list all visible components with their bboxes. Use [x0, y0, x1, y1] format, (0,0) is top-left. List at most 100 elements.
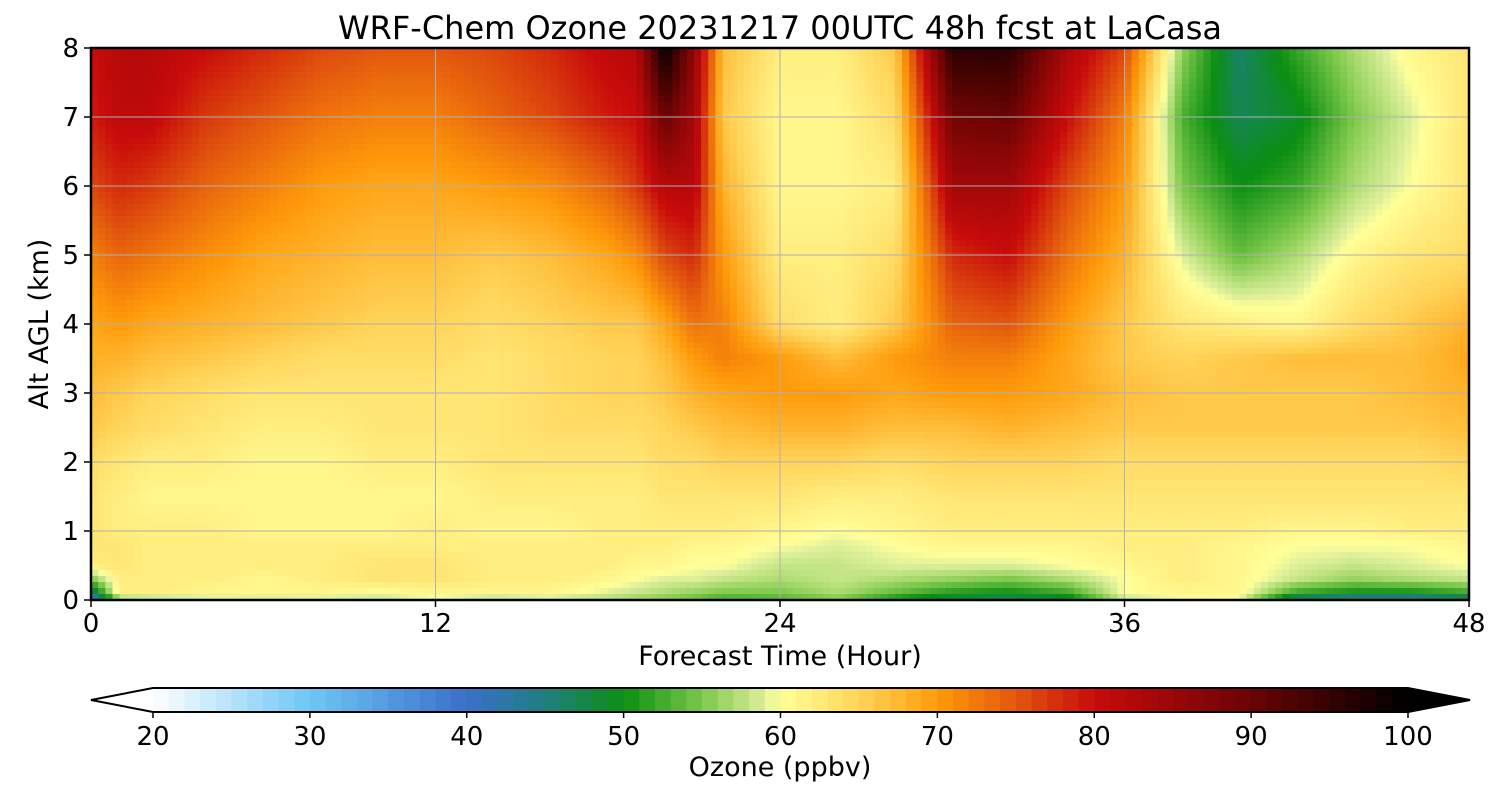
heatmap-cell: [1411, 138, 1420, 145]
heatmap-cell: [105, 102, 114, 109]
heatmap-cell: [866, 102, 874, 109]
heatmap-cell: [550, 156, 559, 163]
heatmap-cell: [1189, 66, 1197, 73]
heatmap-cell: [866, 180, 874, 187]
heatmap-cell: [1024, 90, 1032, 97]
heatmap-cell: [370, 174, 379, 181]
heatmap-cell: [413, 192, 422, 199]
heatmap-cell: [1239, 198, 1248, 205]
heatmap-cell: [234, 126, 243, 133]
heatmap-cell: [306, 168, 315, 175]
heatmap-cell: [916, 66, 925, 73]
heatmap-cell: [1031, 168, 1039, 175]
heatmap-cell: [672, 66, 681, 73]
heatmap-cell: [1002, 162, 1011, 169]
heatmap-cell: [1375, 150, 1384, 157]
heatmap-cell: [1160, 72, 1169, 79]
heatmap-cell: [370, 120, 379, 127]
heatmap-cell: [758, 66, 767, 73]
heatmap-cell: [291, 174, 300, 181]
heatmap-cell: [557, 102, 566, 109]
heatmap-cell: [306, 162, 315, 169]
heatmap-cell: [1447, 198, 1456, 205]
heatmap-cell: [112, 84, 121, 91]
heatmap-cell: [1303, 186, 1312, 193]
heatmap-cell: [299, 78, 307, 85]
heatmap-cell: [1268, 108, 1276, 115]
heatmap-cell: [1102, 168, 1111, 175]
heatmap-cell: [406, 132, 415, 139]
heatmap-cell: [1253, 48, 1262, 55]
heatmap-cell: [320, 96, 329, 103]
heatmap-cell: [1131, 96, 1140, 103]
heatmap-cell: [1024, 48, 1032, 55]
heatmap-cell: [535, 198, 544, 205]
heatmap-cell: [1390, 120, 1398, 127]
heatmap-cell: [1167, 192, 1176, 199]
heatmap-cell: [902, 180, 910, 187]
heatmap-cell: [385, 60, 394, 67]
heatmap-cell: [535, 180, 544, 187]
heatmap-cell: [952, 192, 961, 199]
heatmap-cell: [564, 96, 573, 103]
heatmap-cell: [751, 192, 760, 199]
heatmap-cell: [521, 126, 530, 133]
heatmap-cell: [945, 126, 953, 133]
heatmap-cell: [1024, 102, 1032, 109]
heatmap-cell: [1189, 126, 1197, 133]
heatmap-cell: [105, 156, 114, 163]
heatmap-cell: [1189, 156, 1197, 163]
heatmap-cell: [1311, 198, 1319, 205]
heatmap-cell: [378, 72, 386, 79]
heatmap-cell: [349, 72, 358, 79]
heatmap-cell: [614, 186, 623, 193]
heatmap-cell: [1102, 90, 1111, 97]
heatmap-cell: [1224, 72, 1233, 79]
heatmap-cell: [686, 138, 695, 145]
heatmap-cell: [514, 120, 523, 127]
heatmap-cell: [593, 198, 602, 205]
heatmap-cell: [1110, 168, 1118, 175]
heatmap-cell: [787, 72, 795, 79]
heatmap-cell: [1196, 60, 1205, 67]
heatmap-cell: [148, 180, 157, 187]
heatmap-cell: [485, 174, 494, 181]
heatmap-cell: [1088, 54, 1097, 61]
heatmap-cell: [794, 102, 803, 109]
heatmap-cell: [808, 48, 817, 55]
heatmap-cell: [1095, 48, 1104, 55]
heatmap-cell: [1311, 180, 1319, 187]
heatmap-cell: [349, 54, 358, 61]
heatmap-cell: [1332, 174, 1341, 181]
heatmap-cell: [521, 54, 530, 61]
heatmap-cell: [442, 198, 451, 205]
heatmap-cell: [342, 162, 350, 169]
heatmap-cell: [1095, 156, 1104, 163]
heatmap-cell: [184, 138, 193, 145]
heatmap-cell: [744, 174, 752, 181]
heatmap-cell: [1210, 180, 1219, 187]
heatmap-cell: [657, 138, 666, 145]
heatmap-cell: [1461, 192, 1469, 199]
heatmap-cell: [657, 180, 666, 187]
heatmap-cell: [643, 78, 652, 85]
heatmap-cell: [134, 48, 142, 55]
heatmap-cell: [442, 66, 451, 73]
heatmap-cell: [1217, 96, 1226, 103]
heatmap-cell: [91, 84, 99, 91]
heatmap-cell: [830, 156, 839, 163]
heatmap-cell: [1088, 84, 1097, 91]
heatmap-cell: [1361, 120, 1370, 127]
heatmap-cell: [385, 126, 394, 133]
heatmap-cell: [1203, 132, 1212, 139]
heatmap-cell: [693, 150, 702, 157]
heatmap-cell: [507, 78, 516, 85]
heatmap-cell: [485, 48, 494, 55]
heatmap-cell: [758, 72, 767, 79]
heatmap-cell: [392, 180, 401, 187]
heatmap-cell: [471, 54, 480, 61]
heatmap-cell: [1153, 198, 1161, 205]
heatmap-cell: [988, 108, 996, 115]
heatmap-cell: [665, 132, 673, 139]
heatmap-cell: [342, 78, 350, 85]
